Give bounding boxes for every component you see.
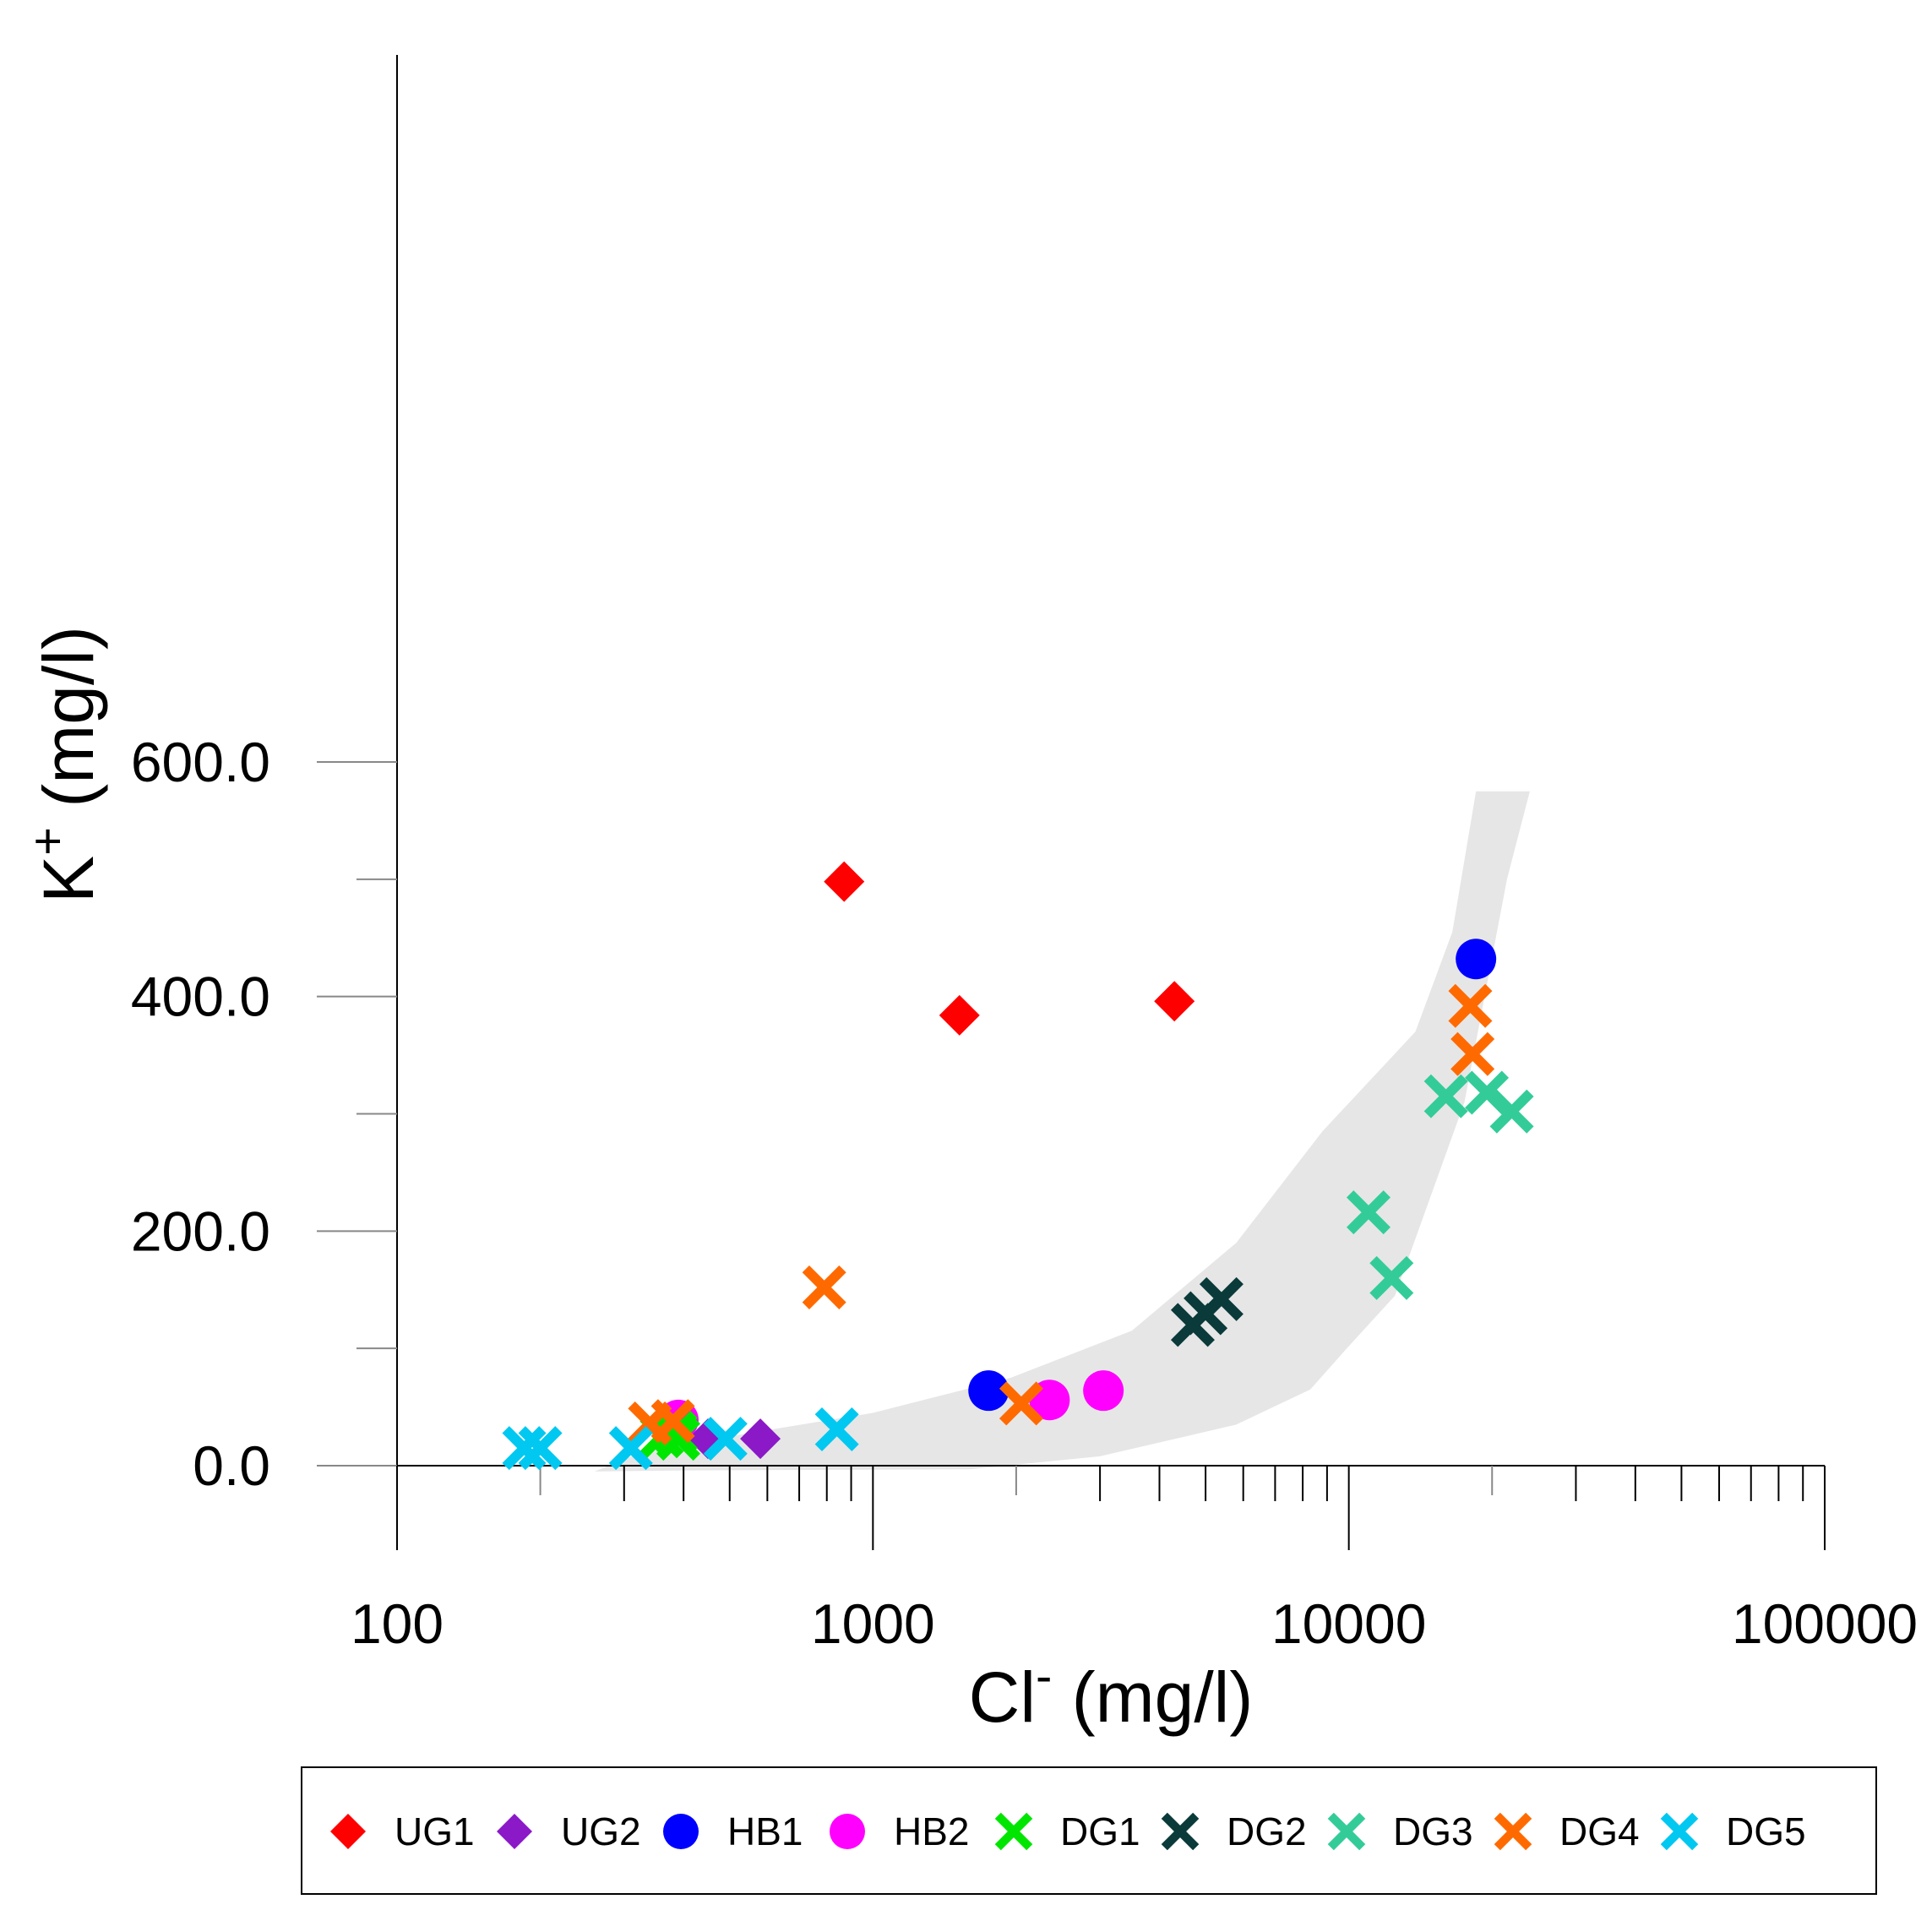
x-axis-title-unit: (mg/l) [1052, 1657, 1253, 1737]
series-dg3 [1346, 1070, 1534, 1300]
point-dg4 [1450, 1031, 1495, 1076]
legend-label-ug1: UG1 [395, 1809, 475, 1853]
y-tick-label: 200.0 [131, 1200, 270, 1262]
legend-items: UG1 UG2 HB1 HB2 DG1 DG2 DG3 DG4 DG5 [330, 1809, 1806, 1853]
legend-marker-hb2 [830, 1814, 865, 1849]
x-axis-title-sup: - [1036, 1649, 1052, 1704]
point-dg5 [518, 1426, 563, 1471]
y-tick-labels: 0.0 200.0 400.0 600.0 [131, 731, 270, 1497]
legend-item-dg5: DG5 [1660, 1809, 1806, 1853]
point-dg5 [608, 1426, 653, 1471]
legend-item-ug2: UG2 [497, 1809, 641, 1853]
legend-item-dg1: DG1 [994, 1809, 1140, 1853]
x-tick-label: 1000 [811, 1592, 935, 1655]
y-axis-title-base: K [29, 856, 108, 903]
legend-marker-ug1 [330, 1814, 366, 1849]
point-dg3 [1346, 1190, 1390, 1235]
legend-marker-dg1 [994, 1812, 1033, 1851]
series-ug1 [824, 861, 1195, 1036]
point-dg5 [814, 1407, 859, 1451]
envelope-band [594, 791, 1530, 1472]
legend-item-dg2: DG2 [1161, 1809, 1307, 1853]
legend-label-hb1: HB1 [727, 1809, 803, 1853]
legend-label-ug2: UG2 [561, 1809, 641, 1853]
y-axis-title-unit: (mg/l) [29, 626, 108, 827]
x-tick-label: 10000 [1271, 1592, 1427, 1655]
legend-item-ug1: UG1 [330, 1809, 475, 1853]
y-axis-title: K+ (mg/l) [20, 626, 108, 903]
point-dg1 [653, 1411, 698, 1456]
legend-label-dg3: DG3 [1393, 1809, 1473, 1853]
point-dg4 [1448, 983, 1493, 1028]
legend-marker-dg3 [1327, 1812, 1366, 1851]
legend-box [301, 1766, 1877, 1895]
point-dg4 [650, 1399, 695, 1444]
legend-item-hb1: HB1 [663, 1809, 803, 1853]
point-ug1 [939, 994, 980, 1036]
x-tick-label: 100000 [1732, 1592, 1918, 1655]
legend: UG1 UG2 HB1 HB2 DG1 DG2 DG3 DG4 DG5 [301, 1766, 1877, 1895]
point-dg2 [1199, 1276, 1244, 1321]
point-dg4 [999, 1381, 1043, 1426]
legend-item-hb2: HB2 [830, 1809, 969, 1853]
x-axis-title-base: Cl [969, 1657, 1036, 1737]
y-tick-label: 400.0 [131, 966, 270, 1028]
point-dg4 [802, 1265, 846, 1309]
point-ug2 [740, 1418, 781, 1460]
series-dg5 [502, 1407, 859, 1471]
legend-marker-dg5 [1660, 1812, 1699, 1851]
series-dg2 [1170, 1276, 1244, 1347]
point-dg3 [1423, 1074, 1468, 1118]
legend-label-hb2: HB2 [894, 1809, 969, 1853]
axes [317, 55, 1826, 1550]
legend-marker-dg4 [1494, 1812, 1532, 1851]
point-dg3 [1369, 1255, 1414, 1300]
legend-item-dg4: DG4 [1494, 1809, 1640, 1853]
legend-label-dg1: DG1 [1060, 1809, 1140, 1853]
legend-label-dg5: DG5 [1726, 1809, 1806, 1853]
x-tick-labels: 100 1000 10000 100000 [351, 1592, 1918, 1655]
y-tick-label: 0.0 [193, 1434, 270, 1497]
point-hb1 [968, 1370, 1010, 1412]
data-points [502, 861, 1534, 1471]
point-ug1 [824, 861, 865, 902]
x-tick-label: 100 [351, 1592, 444, 1655]
point-hb2 [1083, 1370, 1124, 1412]
point-ug1 [1154, 981, 1195, 1022]
series-hb1 [968, 939, 1497, 1412]
point-hb1 [1456, 939, 1497, 980]
point-dg3 [1489, 1089, 1534, 1134]
legend-marker-dg2 [1161, 1812, 1200, 1851]
legend-item-dg3: DG3 [1327, 1809, 1473, 1853]
legend-label-dg2: DG2 [1227, 1809, 1307, 1853]
y-tick-label: 600.0 [131, 731, 270, 793]
legend-label-dg4: DG4 [1559, 1809, 1640, 1853]
point-dg5 [502, 1426, 547, 1471]
point-dg5 [703, 1417, 748, 1461]
x-axis-title: Cl- (mg/l) [969, 1649, 1254, 1737]
legend-marker-ug2 [497, 1814, 532, 1849]
series-dg4 [628, 983, 1495, 1446]
y-axis-title-sup: + [20, 827, 75, 856]
legend-marker-hb1 [663, 1814, 699, 1849]
